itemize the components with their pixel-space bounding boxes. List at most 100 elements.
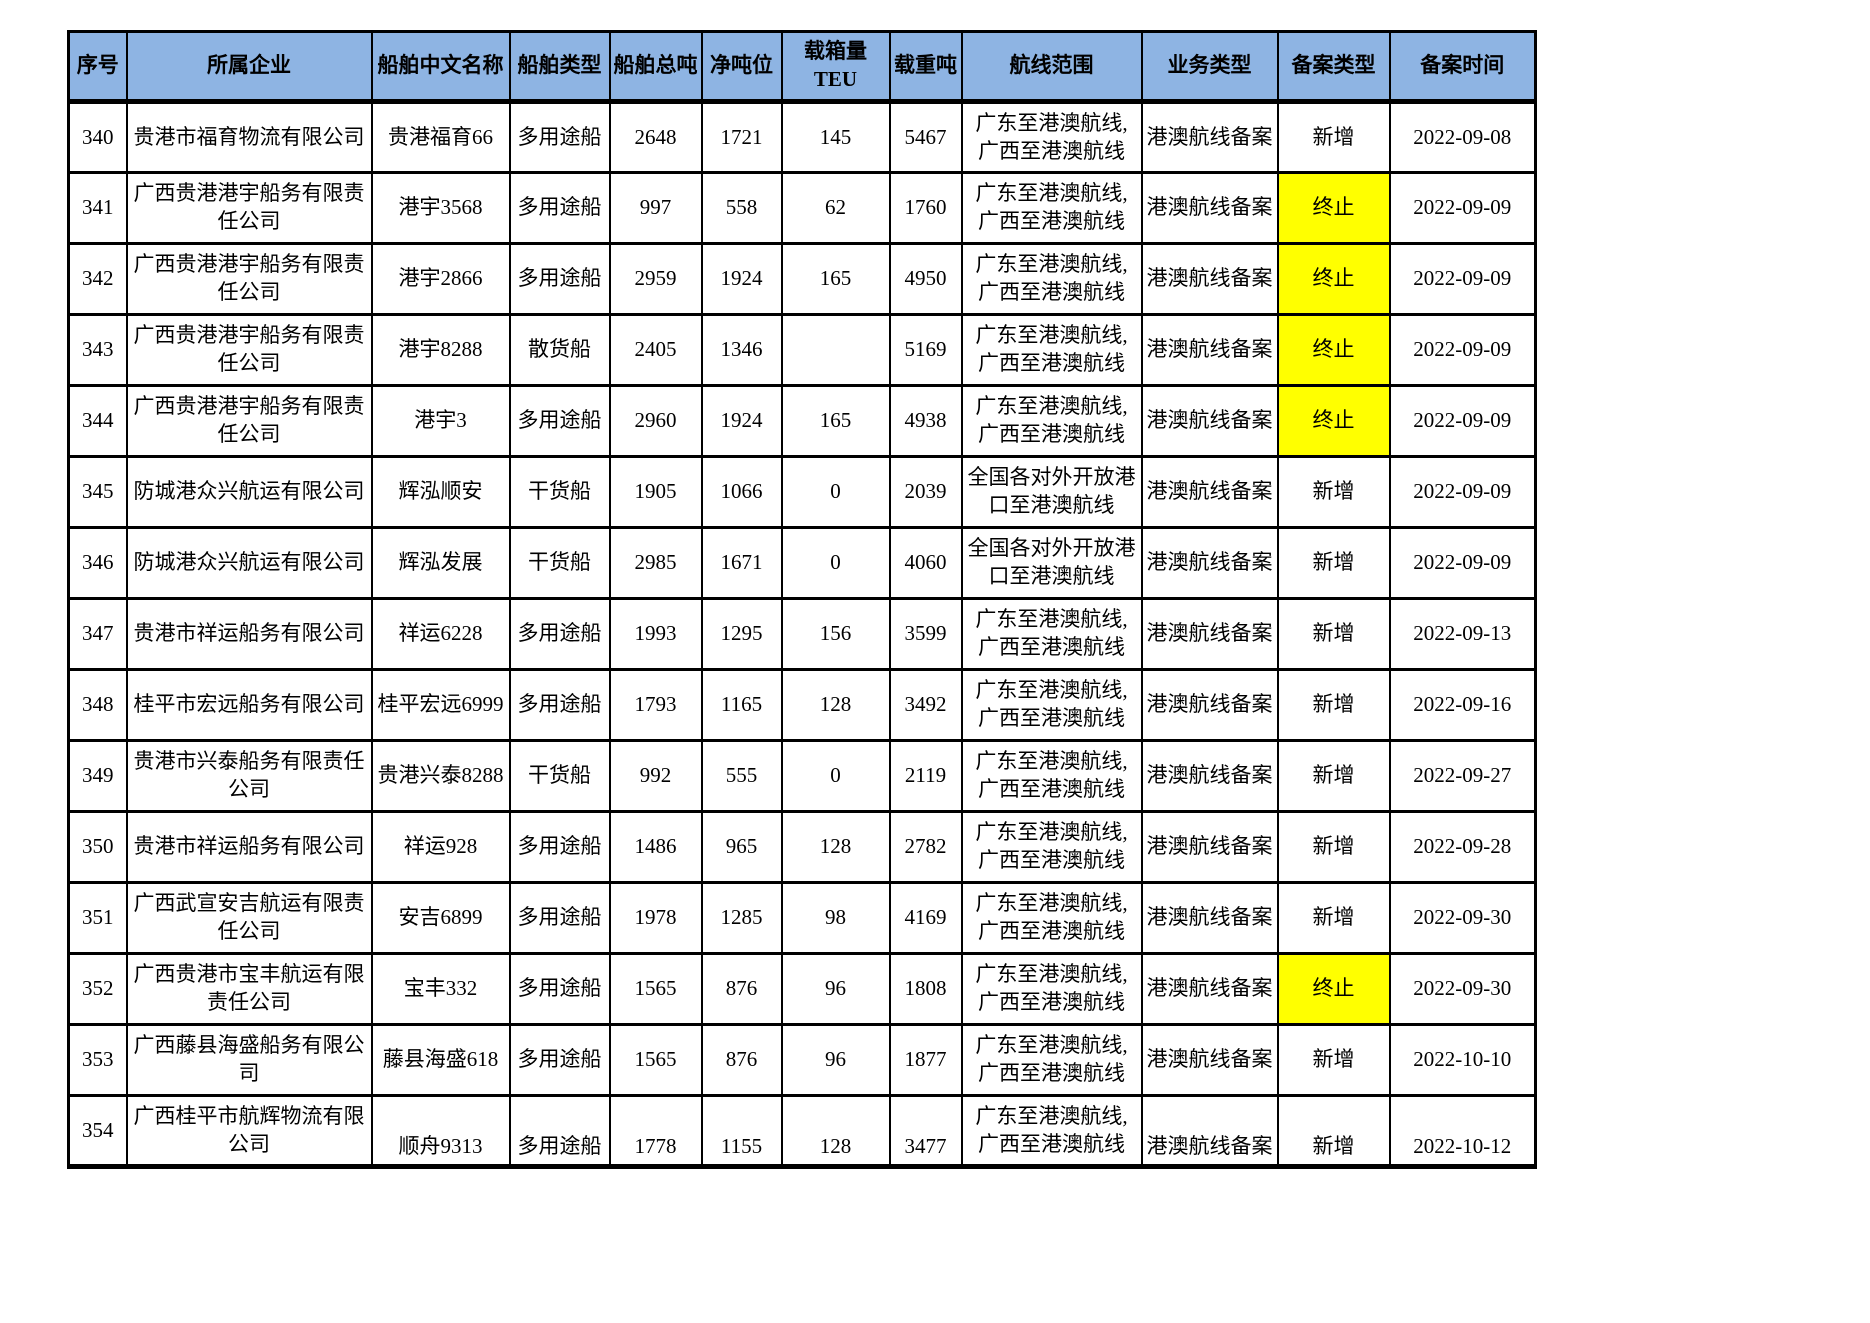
cell-business_type: 港澳航线备案 [1140,810,1279,884]
cell-index: 351 [67,881,128,955]
cell-gross_tonnage: 1793 [608,668,703,742]
cell-business_type: 港澳航线备案 [1140,739,1279,813]
cell-deadweight: 1760 [888,171,963,245]
cell-teu [780,313,891,387]
cell-teu: 0 [780,739,891,813]
cell-business_type: 港澳航线备案 [1140,881,1279,955]
cell-filing_type: 新增 [1276,881,1391,955]
cell-deadweight: 3492 [888,668,963,742]
table-row: 351 广西武宣安吉航运有限责任公司 安吉6899 多用途船 1978 1285 98 416… [67,881,1537,955]
cell-index: 348 [67,668,128,742]
cell-ship_name: 安吉6899 [370,881,511,955]
column-header-teu: 载箱量TEU [780,30,891,104]
table-row: 341 广西贵港港宇船务有限责任公司 港宇3568 多用途船 997 558 62 1760 广… [67,171,1537,245]
cell-company: 广西藤县海盛船务有限公司 [125,1023,373,1097]
cell-teu: 165 [780,384,891,458]
column-header-ship_type: 船舶类型 [508,30,611,104]
header-row: 序号 所属企业 船舶中文名称 船舶类型 船舶总吨 净吨位 载箱量TEU 载重吨 航线范围 业务类型… [67,30,1537,104]
cell-deadweight: 2119 [888,739,963,813]
cell-business_type: 港澳航线备案 [1140,668,1279,742]
cell-company: 贵港市福育物流有限公司 [125,100,373,174]
cell-filing_type: 新增 [1276,526,1391,600]
cell-ship_type: 多用途船 [508,881,611,955]
table-row: 340 贵港市福育物流有限公司 贵港福育66 多用途船 2648 1721 145 5467 广… [67,100,1537,174]
cell-index: 346 [67,526,128,600]
ship-filing-table: 序号 所属企业 船舶中文名称 船舶类型 船舶总吨 净吨位 载箱量TEU 载重吨 航线范围 业务类型… [67,30,1537,1169]
cell-index: 349 [67,739,128,813]
cell-ship_name: 辉泓顺安 [370,455,511,529]
cell-deadweight: 3477 [888,1094,963,1168]
cell-deadweight: 3599 [888,597,963,671]
column-header-net_tonnage: 净吨位 [700,30,783,104]
cell-net_tonnage: 558 [700,171,783,245]
cell-filing_type: 新增 [1276,597,1391,671]
cell-route: 广东至港澳航线,广西至港澳航线 [960,810,1143,884]
cell-company: 桂平市宏远船务有限公司 [125,668,373,742]
cell-filing_date: 2022-09-09 [1388,384,1537,458]
column-header-index: 序号 [67,30,128,104]
cell-gross_tonnage: 2648 [608,100,703,174]
cell-route: 广东至港澳航线,广西至港澳航线 [960,384,1143,458]
cell-gross_tonnage: 1565 [608,1023,703,1097]
cell-filing_type: 终止 [1276,384,1391,458]
column-header-company: 所属企业 [125,30,373,104]
cell-index: 350 [67,810,128,884]
cell-teu: 165 [780,242,891,316]
cell-filing_date: 2022-09-28 [1388,810,1537,884]
cell-ship_name: 祥运6228 [370,597,511,671]
cell-ship_name: 港宇3 [370,384,511,458]
cell-ship_type: 多用途船 [508,952,611,1026]
cell-gross_tonnage: 992 [608,739,703,813]
cell-ship_type: 散货船 [508,313,611,387]
cell-teu: 62 [780,171,891,245]
cell-net_tonnage: 1295 [700,597,783,671]
cell-company: 广西贵港港宇船务有限责任公司 [125,384,373,458]
cell-company: 贵港市祥运船务有限公司 [125,597,373,671]
cell-filing_type: 新增 [1276,455,1391,529]
table-row: 352 广西贵港市宝丰航运有限责任公司 宝丰332 多用途船 1565 876 96 1808… [67,952,1537,1026]
cell-filing_type: 终止 [1276,242,1391,316]
cell-ship_type: 干货船 [508,739,611,813]
cell-gross_tonnage: 2405 [608,313,703,387]
cell-net_tonnage: 1066 [700,455,783,529]
cell-index: 343 [67,313,128,387]
cell-gross_tonnage: 1993 [608,597,703,671]
cell-teu: 0 [780,455,891,529]
table-body: 340 贵港市福育物流有限公司 贵港福育66 多用途船 2648 1721 145 5467 广… [67,100,1537,1168]
cell-filing_type: 新增 [1276,1094,1391,1168]
cell-index: 353 [67,1023,128,1097]
cell-net_tonnage: 1924 [700,384,783,458]
cell-route: 广东至港澳航线,广西至港澳航线 [960,242,1143,316]
cell-filing_date: 2022-09-30 [1388,881,1537,955]
cell-teu: 0 [780,526,891,600]
cell-ship_name: 贵港兴泰8288 [370,739,511,813]
cell-ship_name: 贵港福育66 [370,100,511,174]
cell-deadweight: 5169 [888,313,963,387]
cell-company: 广西武宣安吉航运有限责任公司 [125,881,373,955]
cell-deadweight: 5467 [888,100,963,174]
cell-ship_name: 宝丰332 [370,952,511,1026]
cell-deadweight: 1877 [888,1023,963,1097]
cell-business_type: 港澳航线备案 [1140,171,1279,245]
cell-route: 广东至港澳航线,广西至港澳航线 [960,171,1143,245]
cell-net_tonnage: 1165 [700,668,783,742]
cell-gross_tonnage: 1778 [608,1094,703,1168]
cell-deadweight: 4950 [888,242,963,316]
cell-teu: 145 [780,100,891,174]
cell-deadweight: 2039 [888,455,963,529]
cell-route: 广东至港澳航线,广西至港澳航线 [960,668,1143,742]
cell-ship_name: 港宇3568 [370,171,511,245]
cell-company: 广西桂平市航辉物流有限公司 [125,1094,373,1168]
cell-net_tonnage: 555 [700,739,783,813]
cell-filing_date: 2022-09-08 [1388,100,1537,174]
cell-company: 广西贵港港宇船务有限责任公司 [125,313,373,387]
cell-net_tonnage: 1155 [700,1094,783,1168]
column-header-filing_type: 备案类型 [1276,30,1391,104]
cell-teu: 128 [780,1094,891,1168]
column-header-deadweight: 载重吨 [888,30,963,104]
cell-ship_type: 多用途船 [508,668,611,742]
cell-ship_name: 顺舟9313 [370,1094,511,1168]
cell-filing_date: 2022-10-12 [1388,1094,1537,1168]
cell-ship_type: 多用途船 [508,171,611,245]
